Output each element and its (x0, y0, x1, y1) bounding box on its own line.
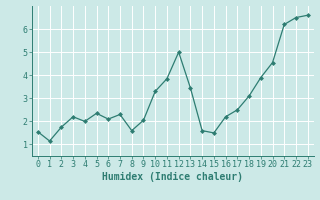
X-axis label: Humidex (Indice chaleur): Humidex (Indice chaleur) (102, 172, 243, 182)
